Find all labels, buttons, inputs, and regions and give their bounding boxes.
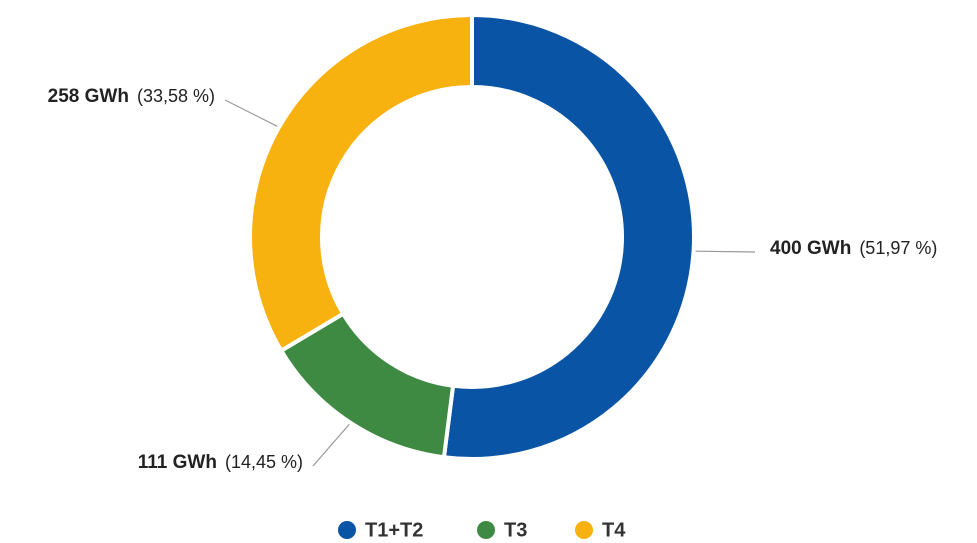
donut-slice	[248, 12, 474, 354]
data-label: 400 GWh (51,97 %)	[770, 238, 937, 259]
data-label: 111 GWh (14,45 %)	[138, 452, 303, 473]
legend-swatch	[575, 521, 593, 539]
leader-line	[695, 250, 756, 253]
legend-label: T3	[504, 519, 527, 541]
leader-line	[224, 99, 278, 127]
value-label: 400 GWh	[770, 238, 851, 259]
value-label: 111 GWh	[138, 452, 217, 473]
legend-swatch	[477, 521, 495, 539]
leader-line	[312, 423, 350, 467]
percent-label: (51,97 %)	[859, 238, 937, 258]
percent-label: (14,45 %)	[225, 452, 303, 472]
legend-label: T1+T2	[365, 519, 423, 541]
legend-label: T4	[602, 519, 626, 541]
percent-label: (33,58 %)	[137, 86, 215, 106]
donut-slice	[441, 12, 696, 461]
legend-swatch	[338, 521, 356, 539]
data-label: 258 GWh (33,58 %)	[48, 86, 215, 107]
value-label: 258 GWh	[48, 86, 129, 107]
